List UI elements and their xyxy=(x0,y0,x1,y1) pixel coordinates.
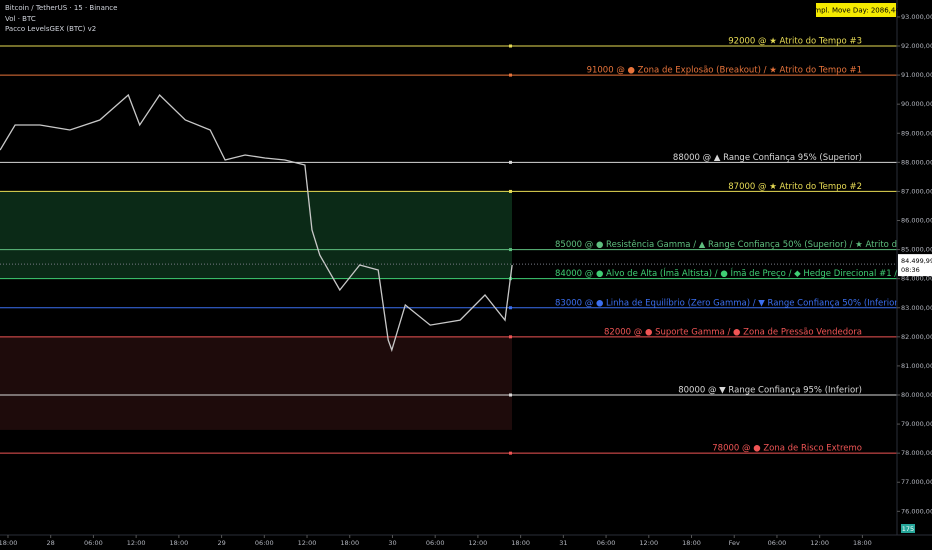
x-tick-label: 31 xyxy=(559,539,567,547)
level-label: 80000 @ ▼ Range Confiança 95% (Inferior) xyxy=(678,385,862,395)
y-tick-label: 81.000,00 xyxy=(901,362,932,370)
y-tick-label: 91.000,00 xyxy=(901,71,932,79)
y-tick-label: 87.000,00 xyxy=(901,187,932,195)
y-tick-label: 93.000,00 xyxy=(901,13,932,21)
y-tick-label: 77.000,00 xyxy=(901,478,932,486)
y-tick-label: 89.000,00 xyxy=(901,129,932,137)
y-tick-label: 84.000,00 xyxy=(901,275,932,283)
badge xyxy=(816,3,896,17)
y-tick-label: 82.000,00 xyxy=(901,333,932,341)
level-label: 92000 @ ★ Atrito do Tempo #3 xyxy=(728,37,862,47)
x-tick-label: 12:00 xyxy=(127,539,146,547)
badge-text: Impl. Move Day: 2086,44 xyxy=(812,7,900,15)
level-label: 78000 @ ● Zona de Risco Extremo xyxy=(712,444,862,454)
y-tick-label: 86.000,00 xyxy=(901,217,932,225)
x-tick-label: 18:00 xyxy=(169,539,188,547)
last-price-box xyxy=(898,254,932,277)
symbol-title: Bitcoin / TetherUS · 15 · Binance xyxy=(5,4,117,12)
y-tick-label: 80.000,00 xyxy=(901,391,932,399)
level-marker xyxy=(509,306,512,310)
level-label: 82000 @ ● Suporte Gamma / ● Zona de Pres… xyxy=(604,327,862,337)
x-tick-label: 18:00 xyxy=(511,539,530,547)
x-tick-label: 29 xyxy=(217,539,225,547)
y-tick-label: 88.000,00 xyxy=(901,158,932,166)
level-label: 88000 @ ▲ Range Confiança 95% (Superior) xyxy=(673,153,862,163)
level-marker xyxy=(509,335,512,339)
level-label: 84000 @ ● Alvo de Alta (Ímã Altista) / ●… xyxy=(555,267,907,279)
y-tick-label: 76.000,00 xyxy=(901,507,932,515)
symbol-label: BTCUSDT xyxy=(863,258,891,265)
level-label: 87000 @ ★ Atrito do Tempo #2 xyxy=(728,182,862,192)
y-tick-label: 79.000,00 xyxy=(901,420,932,428)
level-marker xyxy=(509,73,512,77)
y-tick-label: 90.000,00 xyxy=(901,100,932,108)
x-tick-label: 18:00 xyxy=(682,539,701,547)
volume-badge xyxy=(901,524,915,533)
last-price-label: 84.499,99 xyxy=(901,257,932,265)
level-marker xyxy=(509,44,512,48)
y-tick-label: 78.000,00 xyxy=(901,449,932,457)
x-tick-label: 06:00 xyxy=(426,539,445,547)
volume-title: Vol · BTC xyxy=(5,15,36,23)
x-tick-label: 12:00 xyxy=(298,539,317,547)
y-tick-label: 92.000,00 xyxy=(901,42,932,50)
price-line xyxy=(0,93,513,353)
x-tick-label: 18:00 xyxy=(853,539,872,547)
y-tick-label: 83.000,00 xyxy=(901,304,932,312)
countdown-label: 08:36 xyxy=(901,266,920,274)
x-tick-label: 18:00 xyxy=(340,539,359,547)
level-marker xyxy=(509,189,512,193)
level-label: 83000 @ ● Linha de Equilíbrio (Zero Gamm… xyxy=(555,298,916,308)
volume-badge-text: 175 xyxy=(902,525,914,533)
x-tick-label: 12:00 xyxy=(469,539,488,547)
x-tick-label: 30 xyxy=(388,539,396,547)
x-tick-label: 06:00 xyxy=(768,539,787,547)
x-tick-label: 06:00 xyxy=(597,539,616,547)
x-tick-label: 28 xyxy=(47,539,55,547)
x-tick-label: 12:00 xyxy=(810,539,829,547)
x-tick-label: 12:00 xyxy=(639,539,658,547)
level-marker xyxy=(509,393,512,397)
y-tick-label: 85.000,00 xyxy=(901,246,932,254)
level-marker xyxy=(509,451,512,455)
indicator-title: Pacco LevelsGEX (BTC) v2 xyxy=(5,25,96,33)
x-tick-label: Fev xyxy=(729,539,740,547)
zone xyxy=(0,191,512,279)
level-marker xyxy=(509,160,512,164)
level-label: 91000 @ ● Zona de Explosão (Breakout) / … xyxy=(587,66,862,76)
x-tick-label: 18:00 xyxy=(0,539,17,547)
x-tick-label: 06:00 xyxy=(84,539,103,547)
x-tick-label: 06:00 xyxy=(255,539,274,547)
zone xyxy=(0,336,512,430)
level-label: 85000 @ ● Resistência Gamma / ▲ Range Co… xyxy=(555,239,932,250)
level-marker xyxy=(509,248,512,252)
